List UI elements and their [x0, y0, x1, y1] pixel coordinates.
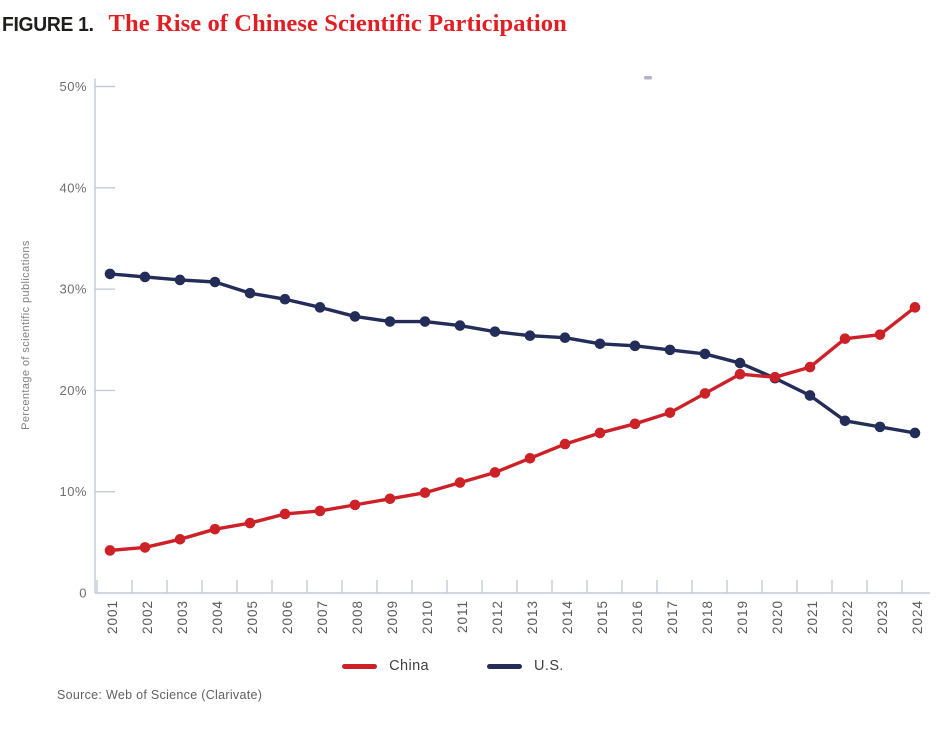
data-point-china-2022	[839, 333, 851, 345]
x-tick-label: 2005	[245, 600, 260, 634]
y-tick-label: 20%	[59, 383, 87, 398]
data-point-us-2018	[699, 348, 711, 360]
legend-swatch-us	[487, 663, 523, 669]
x-tick-label: 2019	[735, 600, 750, 634]
data-point-us-2005	[244, 287, 256, 299]
x-tick-label: 2009	[385, 600, 400, 634]
x-tick-label: 2006	[280, 600, 295, 634]
data-point-us-2009	[384, 316, 396, 327]
x-tick-label: 2002	[140, 600, 155, 634]
data-point-china-2005	[244, 517, 256, 529]
data-point-china-2019	[734, 368, 746, 380]
data-point-china-2004	[209, 523, 221, 535]
legend-item-china: China	[342, 658, 429, 674]
data-point-china-2016	[629, 418, 641, 430]
x-tick-label: 2014	[560, 600, 575, 634]
data-point-us-2016	[629, 340, 641, 352]
data-point-us-2008	[349, 311, 361, 322]
x-tick-label: 2008	[350, 600, 365, 634]
data-point-us-2010	[419, 316, 431, 327]
x-tick-label: 2010	[420, 600, 435, 634]
data-point-china-2015	[594, 427, 606, 439]
x-tick-label: 2016	[630, 600, 645, 634]
data-point-us-2013	[524, 330, 536, 341]
data-point-china-2023	[874, 329, 886, 340]
x-tick-label: 2017	[665, 600, 680, 634]
data-point-china-2010	[419, 487, 431, 499]
data-point-china-2003	[174, 534, 186, 545]
data-point-us-2019	[734, 357, 746, 369]
x-tick-label: 2012	[490, 600, 505, 634]
data-point-china-2024	[909, 302, 921, 313]
data-point-us-2011	[454, 320, 466, 331]
data-point-us-2001	[104, 268, 116, 280]
y-tick-label: 10%	[59, 484, 87, 499]
x-tick-label: 2013	[525, 600, 540, 634]
data-point-china-2013	[524, 452, 536, 464]
data-point-us-2007	[314, 302, 326, 313]
x-tick-label: 2015	[595, 600, 610, 634]
data-point-us-2023	[874, 421, 886, 433]
figure-header: FIGURE 1. The Rise of Chinese Scientific…	[2, 10, 567, 38]
y-tick-label: 50%	[59, 79, 87, 94]
data-point-china-2012	[489, 467, 501, 478]
line-chart: 0 10% 20% 30% 40% 50% 2001 2002 2003 2004 2005 2006…	[20, 76, 930, 634]
data-point-us-2004	[209, 276, 221, 288]
x-tick-label: 2018	[700, 600, 715, 634]
x-tick-label: 2021	[805, 600, 820, 634]
figure-title: The Rise of Chinese Scientific Participa…	[108, 10, 567, 37]
data-point-us-2012	[489, 326, 501, 337]
legend-label-us: U.S.	[534, 658, 564, 674]
series-line-us	[108, 272, 917, 435]
data-point-china-2018	[699, 388, 711, 399]
data-point-china-2007	[314, 505, 326, 517]
legend-label-china: China	[389, 658, 430, 674]
y-axis-title: Percentage of scientific publications	[20, 240, 32, 430]
x-tick-label: 2022	[840, 600, 855, 634]
figure-label: FIGURE 1.	[2, 13, 94, 36]
data-point-china-2009	[384, 493, 396, 505]
data-point-us-2017	[664, 344, 676, 356]
x-tick-label: 2001	[105, 600, 120, 634]
y-tick-label: 30%	[59, 282, 87, 297]
x-tick-label: 2011	[455, 600, 470, 633]
legend: China U.S.	[0, 658, 950, 674]
legend-swatch-china	[342, 663, 378, 669]
series-line-china	[108, 305, 917, 553]
legend-item-us: U.S.	[487, 658, 564, 674]
x-tick-label: 2020	[770, 600, 785, 634]
data-point-china-2021	[804, 361, 816, 373]
data-point-us-2015	[594, 338, 606, 350]
data-point-us-2003	[174, 274, 186, 286]
data-point-china-2020	[769, 371, 781, 383]
data-point-china-2017	[664, 407, 676, 418]
data-point-us-2002	[139, 271, 151, 283]
y-tick-label: 40%	[59, 180, 87, 195]
data-point-china-2001	[104, 545, 116, 556]
source-note: Source: Web of Science (Clarivate)	[57, 688, 263, 702]
data-point-china-2014	[559, 438, 571, 450]
x-tick-label: 2024	[910, 600, 925, 634]
data-point-us-2024	[909, 427, 921, 439]
data-point-us-2021	[804, 390, 816, 401]
x-tick-label: 2007	[315, 600, 330, 634]
data-point-us-2014	[559, 332, 571, 344]
data-point-china-2006	[279, 508, 291, 520]
y-tick-label: 0	[79, 586, 87, 601]
x-tick-label: 2003	[175, 600, 190, 634]
data-point-us-2006	[279, 293, 291, 305]
x-tick-label: 2004	[210, 600, 225, 634]
data-point-us-2022	[839, 415, 851, 427]
data-point-china-2011	[454, 477, 466, 488]
x-tick-label: 2023	[875, 600, 890, 634]
data-point-china-2002	[139, 542, 151, 553]
data-point-china-2008	[349, 499, 361, 511]
stray-mark	[644, 76, 652, 80]
